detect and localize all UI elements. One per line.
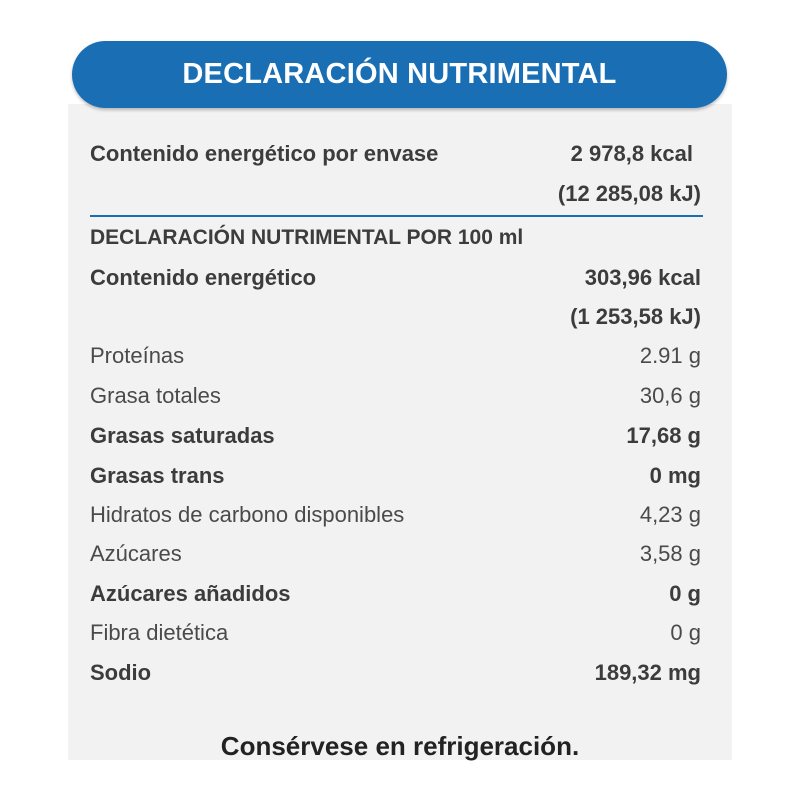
nutrient-value: 17,68 g xyxy=(626,423,701,448)
nutrient-label: Grasas saturadas xyxy=(90,423,275,448)
section-heading: DECLARACIÓN NUTRIMENTAL POR 100 ml xyxy=(90,226,524,249)
nutrient-value: 0 mg xyxy=(649,463,701,488)
nutrient-row: Fibra dietética 0 g xyxy=(90,616,701,650)
page-title: DECLARACIÓN NUTRIMENTAL xyxy=(182,58,617,90)
nutrition-panel xyxy=(68,104,732,760)
nutrient-row: Proteínas 2.91 g xyxy=(90,339,701,373)
nutrient-value: 2.91 g xyxy=(639,343,701,368)
nutrient-row: Grasas saturadas 17,68 g xyxy=(90,419,701,453)
nutrient-row: Hidratos de carbono disponibles 4,23 g xyxy=(90,498,701,532)
nutrient-value: 3,58 g xyxy=(639,541,701,566)
nutrient-value: 0 g xyxy=(670,620,701,645)
nutrient-value: 30,6 g xyxy=(639,383,701,408)
energy-per-package-label: Contenido energético por envase xyxy=(90,141,439,166)
nutrient-label: Fibra dietética xyxy=(90,620,229,645)
nutrient-label: Proteínas xyxy=(90,343,185,368)
nutrient-label: Grasa totales xyxy=(90,383,221,408)
nutrient-row: Sodio 189,32 mg xyxy=(90,656,701,690)
energy-per-100ml-kcal: 303,96 kcal xyxy=(584,265,701,290)
nutrient-row: Grasa totales 30,6 g xyxy=(90,379,701,413)
nutrient-label: Grasas trans xyxy=(90,463,225,488)
nutrient-label: Azúcares añadidos xyxy=(90,581,291,606)
energy-per-package-row: Contenido energético por envase 2 978,8 … xyxy=(90,137,701,171)
nutrient-label: Azúcares xyxy=(90,541,182,566)
energy-per-100ml-label: Contenido energético xyxy=(90,265,317,290)
nutrient-row: Grasas trans 0 mg xyxy=(90,459,701,493)
storage-note: Consérvese en refrigeración. xyxy=(220,730,580,761)
nutrient-label: Sodio xyxy=(90,660,152,685)
nutrition-header-banner: DECLARACIÓN NUTRIMENTAL xyxy=(72,41,727,108)
energy-per-package-kcal: 2 978,8 kcal xyxy=(570,141,693,166)
nutrient-value: 4,23 g xyxy=(639,502,701,527)
energy-per-100ml-kj: (1 253,58 kJ) xyxy=(570,304,701,329)
nutrient-row: Azúcares 3,58 g xyxy=(90,537,701,571)
nutrient-row: Azúcares añadidos 0 g xyxy=(90,577,701,611)
nutrient-value: 189,32 mg xyxy=(594,660,701,685)
section-divider xyxy=(90,215,703,217)
energy-per-package-kj: (12 285,08 kJ) xyxy=(557,181,701,206)
energy-per-100ml-row: Contenido energético 303,96 kcal xyxy=(90,261,701,295)
nutrient-label: Hidratos de carbono disponibles xyxy=(90,502,405,527)
nutrient-value: 0 g xyxy=(669,581,701,606)
